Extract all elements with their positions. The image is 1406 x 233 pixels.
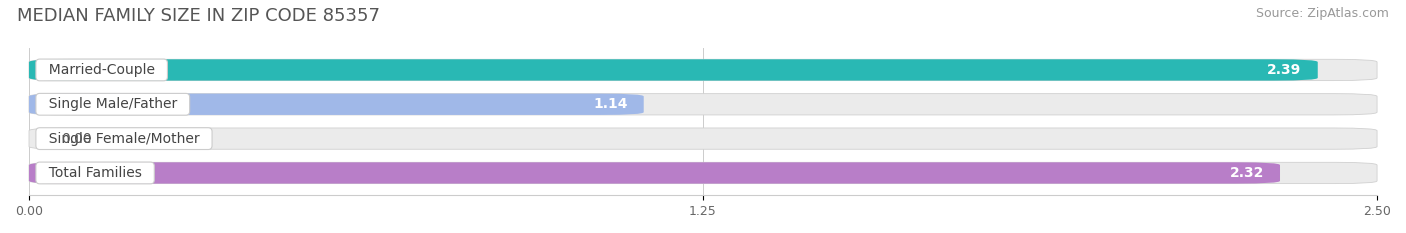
Text: Married-Couple: Married-Couple <box>39 63 163 77</box>
FancyBboxPatch shape <box>30 94 644 115</box>
FancyBboxPatch shape <box>30 59 1376 81</box>
FancyBboxPatch shape <box>30 94 1376 115</box>
Text: Total Families: Total Families <box>39 166 150 180</box>
Text: 2.32: 2.32 <box>1229 166 1264 180</box>
Text: Single Female/Mother: Single Female/Mother <box>39 132 208 146</box>
Text: MEDIAN FAMILY SIZE IN ZIP CODE 85357: MEDIAN FAMILY SIZE IN ZIP CODE 85357 <box>17 7 380 25</box>
Text: Source: ZipAtlas.com: Source: ZipAtlas.com <box>1256 7 1389 20</box>
Text: Single Male/Father: Single Male/Father <box>39 97 186 111</box>
Text: 2.39: 2.39 <box>1267 63 1302 77</box>
FancyBboxPatch shape <box>30 59 1317 81</box>
FancyBboxPatch shape <box>30 128 1376 149</box>
FancyBboxPatch shape <box>30 162 1279 184</box>
Text: 1.14: 1.14 <box>593 97 627 111</box>
Text: 0.00: 0.00 <box>62 132 91 146</box>
FancyBboxPatch shape <box>30 162 1376 184</box>
